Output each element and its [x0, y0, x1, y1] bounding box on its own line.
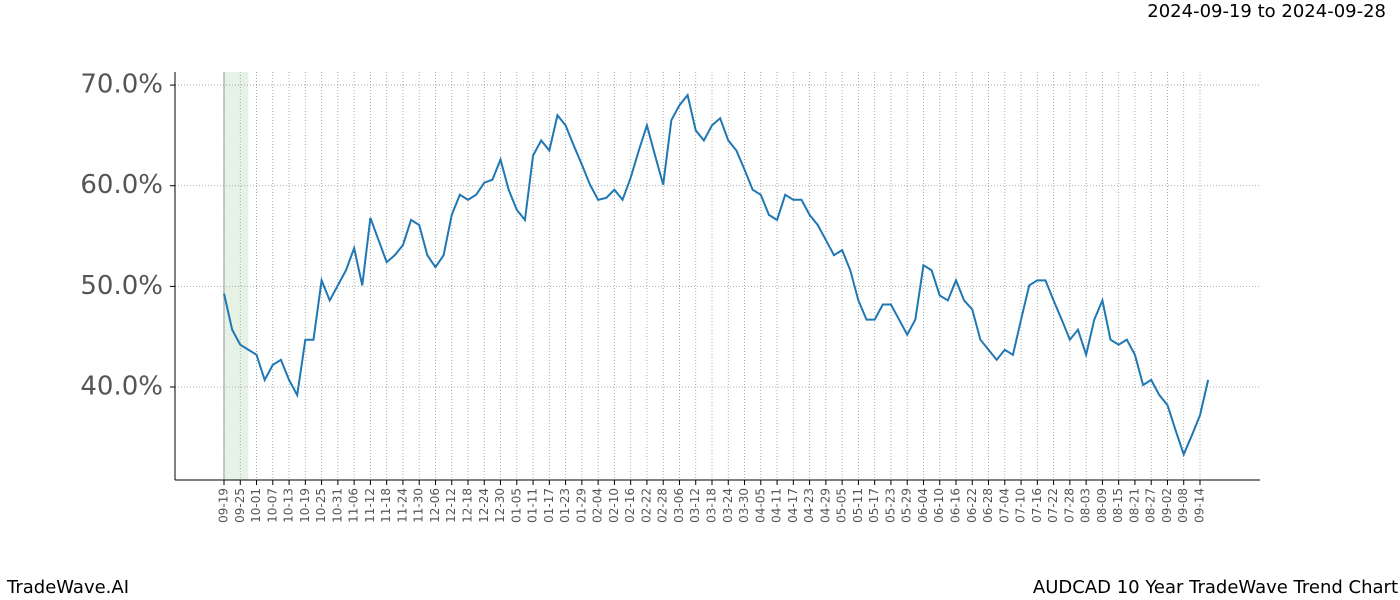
x-tick-label: 10-13	[282, 488, 296, 523]
x-tick-label: 08-27	[1144, 488, 1158, 523]
x-tick-label: 07-04	[997, 488, 1011, 523]
x-tick-label: 03-30	[737, 488, 751, 523]
x-tick-label: 06-16	[949, 488, 963, 523]
x-tick-label: 12-30	[493, 488, 507, 523]
x-tick-label: 07-22	[1046, 488, 1060, 523]
x-tick-label: 06-28	[981, 488, 995, 523]
x-tick-label: 12-06	[428, 488, 442, 523]
x-tick-label: 03-18	[705, 488, 719, 523]
highlight-span	[224, 72, 249, 480]
x-tick-label: 11-30	[412, 488, 426, 523]
x-tick-label: 11-24	[395, 488, 409, 523]
x-tick-label: 02-16	[623, 488, 637, 523]
x-tick-label: 01-29	[574, 488, 588, 523]
x-tick-label: 04-29	[818, 488, 832, 523]
x-tick-label: 01-05	[509, 488, 523, 523]
x-tick-label: 12-12	[444, 488, 458, 523]
x-tick-label: 11-12	[363, 488, 377, 523]
x-tick-label: 03-24	[721, 488, 735, 523]
x-tick-label: 09-25	[233, 488, 247, 523]
x-tick-label: 02-10	[607, 488, 621, 523]
brand: TradeWave.AI	[6, 577, 129, 598]
x-tick-label: 07-16	[1030, 488, 1044, 523]
x-tick-label: 05-17	[867, 488, 881, 523]
x-tick-label: 09-19	[217, 488, 231, 523]
x-tick-label: 03-12	[688, 488, 702, 523]
x-tick-label: 01-17	[542, 488, 556, 523]
x-tick-label: 08-09	[1095, 488, 1109, 523]
x-tick-label: 03-06	[672, 488, 686, 523]
x-tick-label: 04-05	[753, 488, 767, 523]
x-tick-label: 10-25	[314, 488, 328, 523]
x-tick-label: 12-18	[461, 488, 475, 523]
y-tick-label: 70.0%	[80, 70, 163, 100]
x-tick-label: 04-23	[802, 488, 816, 523]
x-tick-label: 10-07	[265, 488, 279, 523]
chart-subtitle: 2024-09-19 to 2024-09-28	[1147, 1, 1386, 22]
x-tick-label: 09-02	[1160, 488, 1174, 523]
x-tick-label: 01-11	[526, 488, 540, 523]
x-tick-label: 05-23	[883, 488, 897, 523]
y-tick-label: 40.0%	[80, 372, 163, 402]
x-tick-label: 10-01	[249, 488, 263, 523]
x-tick-label: 04-17	[786, 488, 800, 523]
chart-title: AUDCAD 10 Year TradeWave Trend Chart	[1033, 577, 1398, 598]
x-tick-label: 05-11	[851, 488, 865, 523]
x-tick-label: 10-19	[298, 488, 312, 523]
x-tick-label: 07-10	[1014, 488, 1028, 523]
x-tick-label: 11-06	[347, 488, 361, 523]
x-tick-label: 08-15	[1111, 488, 1125, 523]
x-tick-label: 02-04	[591, 488, 605, 523]
y-tick-label: 50.0%	[80, 271, 163, 301]
x-tick-label: 01-23	[558, 488, 572, 523]
x-tick-label: 04-11	[770, 488, 784, 523]
x-tick-label: 02-22	[639, 488, 653, 523]
line-series	[223, 92, 1210, 458]
x-tick-label: 08-03	[1079, 488, 1093, 523]
x-tick-label: 09-14	[1193, 488, 1207, 523]
x-tick-label: 06-22	[965, 488, 979, 523]
x-tick-label: 05-05	[835, 488, 849, 523]
x-tick-label: 09-08	[1176, 488, 1190, 523]
x-tick-label: 06-04	[916, 488, 930, 523]
x-tick-label: 06-10	[932, 488, 946, 523]
y-tick-label: 60.0%	[80, 170, 163, 200]
x-tick-label: 02-28	[656, 488, 670, 523]
x-tick-label: 11-18	[379, 488, 393, 523]
x-tick-label: 05-29	[900, 488, 914, 523]
x-tick-label: 07-28	[1062, 488, 1076, 523]
x-tick-label: 10-31	[330, 488, 344, 523]
x-tick-label: 12-24	[477, 488, 491, 523]
x-tick-label: 08-21	[1127, 488, 1141, 523]
